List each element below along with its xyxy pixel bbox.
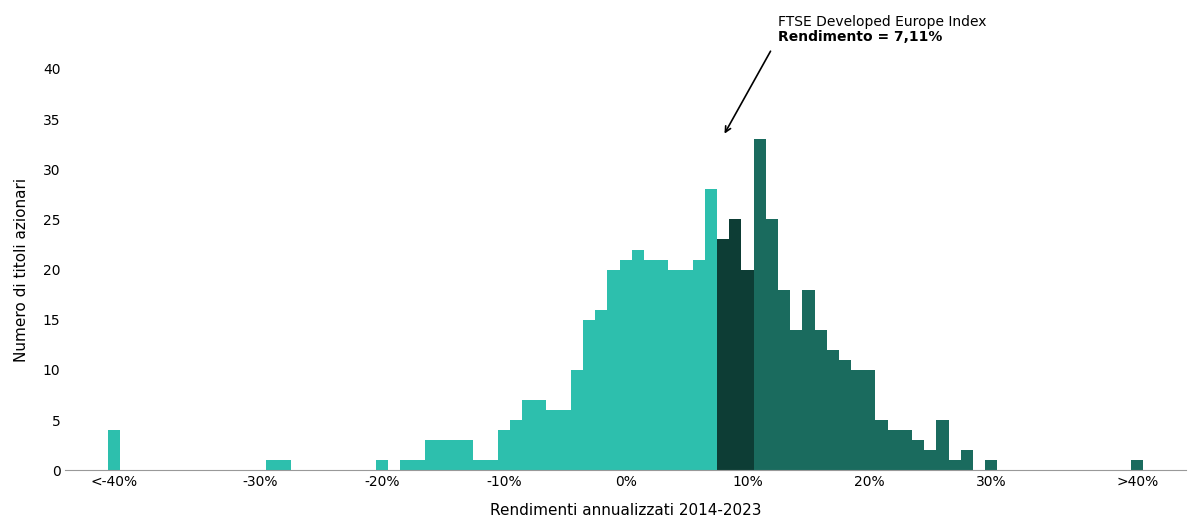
Y-axis label: Numero di titoli azionari: Numero di titoli azionari	[14, 178, 29, 362]
Bar	[510, 420, 522, 470]
Bar	[546, 410, 559, 470]
Bar	[473, 460, 486, 470]
Bar	[704, 189, 718, 470]
Bar	[619, 260, 631, 470]
Bar	[108, 430, 120, 470]
Bar	[571, 370, 583, 470]
Bar	[803, 290, 815, 470]
Bar	[266, 460, 278, 470]
Bar	[425, 440, 437, 470]
Text: Rendimento = 7,11%: Rendimento = 7,11%	[778, 30, 942, 44]
Bar	[888, 430, 900, 470]
Bar	[401, 460, 413, 470]
Bar	[718, 239, 730, 470]
Bar	[413, 460, 425, 470]
Bar	[936, 420, 948, 470]
Bar	[437, 440, 449, 470]
Bar	[778, 290, 790, 470]
Bar	[607, 270, 619, 470]
Bar	[461, 440, 473, 470]
Bar	[486, 460, 498, 470]
Bar	[742, 270, 754, 470]
Bar	[1132, 460, 1144, 470]
Bar	[522, 400, 534, 470]
Bar	[851, 370, 863, 470]
Bar	[498, 430, 510, 470]
Bar	[278, 460, 290, 470]
Bar	[815, 330, 827, 470]
Bar	[912, 440, 924, 470]
Bar	[863, 370, 876, 470]
X-axis label: Rendimenti annualizzati 2014-2023: Rendimenti annualizzati 2014-2023	[490, 503, 762, 518]
Bar	[656, 260, 668, 470]
Bar	[595, 310, 607, 470]
Bar	[583, 320, 595, 470]
Bar	[985, 460, 997, 470]
Bar	[680, 270, 692, 470]
Bar	[644, 260, 656, 470]
Bar	[376, 460, 388, 470]
Bar	[924, 450, 936, 470]
Bar	[730, 219, 742, 470]
Bar	[900, 430, 912, 470]
Bar	[961, 450, 973, 470]
Bar	[948, 460, 961, 470]
Bar	[754, 139, 766, 470]
Bar	[876, 420, 888, 470]
Bar	[631, 250, 644, 470]
Text: FTSE Developed Europe Index: FTSE Developed Europe Index	[778, 15, 986, 29]
Bar	[534, 400, 546, 470]
Bar	[559, 410, 571, 470]
Bar	[766, 219, 778, 470]
Bar	[827, 350, 839, 470]
Bar	[449, 440, 461, 470]
Bar	[692, 260, 704, 470]
Bar	[790, 330, 803, 470]
Bar	[668, 270, 680, 470]
Bar	[839, 360, 851, 470]
